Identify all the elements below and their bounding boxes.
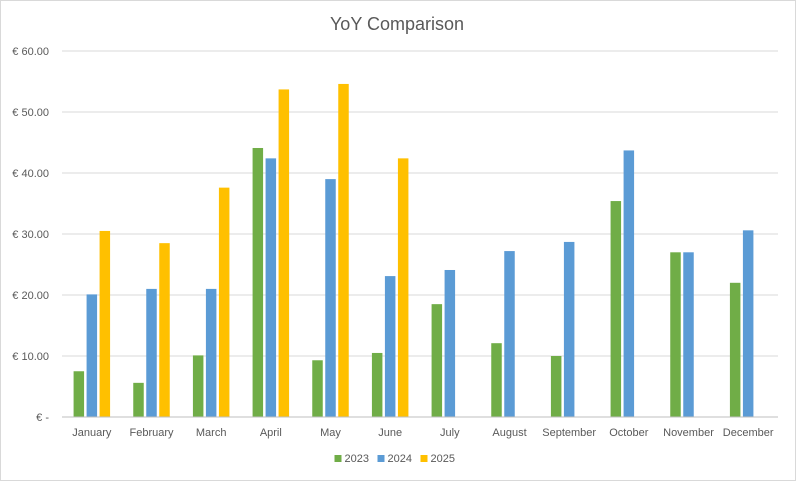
bar-2023-november [670,252,681,417]
bars [73,83,754,418]
bar-2024-april [265,158,277,418]
gridlines [62,50,778,357]
x-tick-label: December [723,427,774,439]
legend-label-2024: 2024 [388,453,412,465]
bar-2024-october [623,150,635,417]
bar-2023-june [371,352,383,417]
bar-2023-august [491,343,502,417]
y-tick-label: € 40.00 [12,168,49,180]
y-tick-label: € - [36,412,49,424]
y-tick-label: € 50.00 [12,107,49,119]
chart-title: YoY Comparison [330,14,464,34]
bar-2023-march [192,355,204,417]
bar-2023-january [73,371,85,417]
legend-label-2023: 2023 [345,453,369,465]
y-tick-label: € 60.00 [12,46,49,58]
legend-label-2025: 2025 [431,453,455,465]
bar-2025-may [338,83,349,417]
bar-2023-may [312,360,323,417]
y-axis-tick-labels: € - € 10.00 € 20.00 € 30.00 € 40.00 € 50.00 € … [12,46,49,424]
x-tick-label: November [663,427,714,439]
bar-2025-january [99,230,111,417]
y-tick-label: € 30.00 [12,229,49,241]
x-tick-label: August [492,427,526,439]
x-tick-label: October [609,427,648,439]
bar-2024-september [563,241,575,417]
legend-swatch-2024 [377,455,385,462]
bar-2023-april [252,147,264,418]
legend-swatch-2025 [420,455,428,462]
x-tick-label: September [542,427,596,439]
bar-2024-march [205,288,217,417]
bar-2024-november [683,252,694,417]
bar-2023-july [431,304,443,417]
x-axis-tick-labels: January February March April May June July Augu… [72,427,774,439]
bar-2025-june [397,158,409,418]
x-tick-label: January [72,427,112,439]
bar-2025-april [278,89,290,418]
x-tick-label: April [260,427,282,439]
legend: 2023 2024 2025 [334,453,455,465]
y-tick-label: € 10.00 [12,351,49,363]
x-tick-label: March [196,427,227,439]
bar-2024-december [742,230,754,417]
bar-2025-february [159,243,170,417]
bar-2024-july [444,269,456,417]
bar-2025-march [218,187,230,417]
x-tick-label: July [440,427,460,439]
legend-swatch-2023 [334,455,342,462]
bar-2024-august [504,251,515,417]
bar-2023-october [610,201,622,417]
bar-2024-january [86,294,98,417]
x-tick-label: February [129,427,174,439]
bar-2023-february [133,382,144,417]
bar-2024-february [146,288,157,417]
y-tick-label: € 20.00 [12,290,49,302]
x-tick-label: June [378,427,402,439]
bar-2023-september [550,356,562,417]
bar-2024-june [384,276,396,417]
x-tick-label: May [320,427,341,439]
bar-2023-december [729,282,741,417]
bar-2024-may [325,179,336,417]
